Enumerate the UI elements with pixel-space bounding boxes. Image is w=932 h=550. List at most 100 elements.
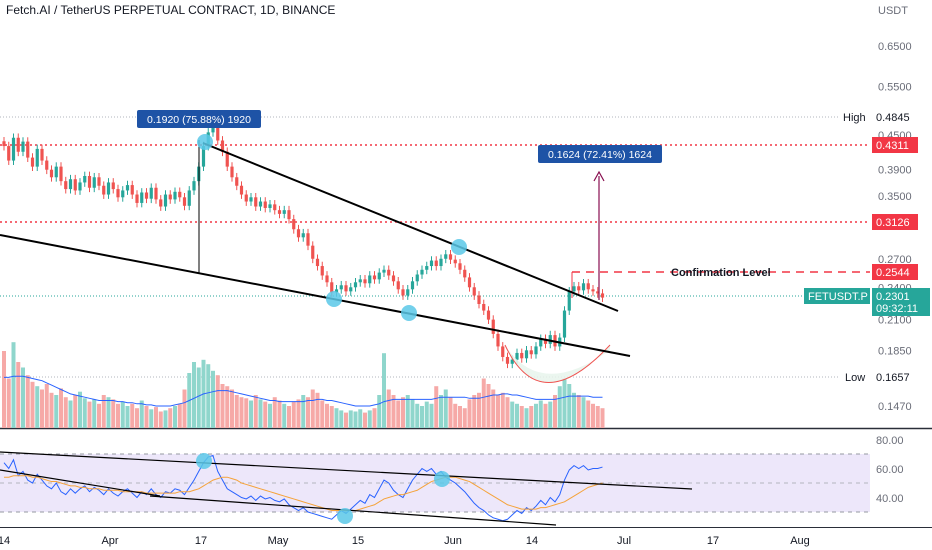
volume-bar [386, 389, 391, 428]
measure-badge-left[interactable] [137, 110, 261, 128]
measure-badge-left-text: 0.1920 (75.88%) 1920 [147, 114, 251, 126]
falling-wedge-upper-line[interactable] [202, 142, 619, 312]
measure-badge-right[interactable] [538, 145, 662, 163]
time-axis[interactable]: 14 Apr 17 May 15 Jun 14 Jul 17 Aug [0, 535, 810, 547]
volume-bar [63, 397, 68, 428]
level-tag-confirmation-text: 0.2544 [876, 267, 910, 279]
candle-body [178, 191, 182, 198]
candle-body [472, 287, 476, 296]
volume-bar [291, 401, 296, 428]
volume-bar [391, 395, 396, 428]
symbol-tag-text: FETUSDT.P [808, 291, 868, 303]
falling-wedge-lower-line[interactable] [0, 234, 631, 357]
candle-body [97, 177, 101, 186]
candle-body [92, 177, 96, 188]
candle-body [301, 233, 305, 238]
candle-body [448, 254, 453, 260]
volume-bar [348, 410, 353, 428]
volume-bar [49, 392, 54, 428]
level-tag-0-3126 [872, 214, 918, 230]
time-tick-label: 14 [0, 535, 10, 547]
volume-bar [543, 403, 548, 428]
candle-body [548, 335, 552, 344]
candle-body [2, 141, 6, 147]
volume-bar [21, 367, 25, 428]
volume-bar [481, 378, 486, 428]
volume-bar [410, 399, 415, 428]
candle-body [201, 146, 206, 167]
candle-body [54, 166, 58, 178]
volume-bar [401, 397, 405, 428]
candle-body [35, 148, 39, 167]
volume-bar [396, 400, 401, 428]
price-tick-label: 0.2700 [878, 254, 912, 266]
time-tick-label: 14 [526, 535, 538, 547]
volume-bar [116, 403, 120, 428]
cup-pattern-curve[interactable] [504, 344, 611, 383]
candle-body [391, 275, 396, 282]
volume-bar [524, 408, 529, 428]
candle-body [586, 283, 590, 290]
rsi-touch-circle [434, 471, 450, 487]
volume-bar [424, 401, 429, 428]
candle-body [130, 185, 134, 195]
candle-body [330, 282, 334, 293]
volume-bar [458, 406, 462, 428]
price-tick-label: 0.3900 [878, 165, 912, 177]
rsi-lower-trendline-left[interactable] [0, 469, 161, 497]
volume-bar [405, 395, 410, 428]
candle-body [277, 210, 282, 214]
candle-body [534, 346, 538, 355]
volume-bar [253, 395, 258, 428]
candle-body [486, 310, 491, 320]
candle-body [7, 146, 11, 161]
candle-body [173, 191, 177, 200]
rsi-touch-circle [337, 508, 353, 524]
rsi-upper-trendline[interactable] [0, 451, 693, 490]
volume-bar [177, 403, 182, 428]
volume-bar [68, 400, 73, 428]
touch-point-circle [197, 134, 213, 150]
volume-bar [135, 408, 139, 428]
candle-body [581, 283, 586, 291]
volume-bar [59, 388, 63, 428]
candle-body [45, 160, 49, 170]
candle-body [163, 194, 168, 207]
candle-body [16, 137, 20, 152]
rsi-moving-average [4, 475, 603, 512]
volume-bar [106, 397, 111, 428]
candle-body [444, 254, 448, 259]
touch-point-circle [451, 239, 467, 255]
volume-bar [439, 395, 443, 428]
chart-title: Fetch.AI / TetherUS PERPETUAL CONTRACT, … [6, 3, 335, 17]
volume-bar [35, 386, 40, 428]
candle-body [415, 274, 419, 282]
volume-bar [448, 397, 453, 428]
volume-bar [234, 395, 239, 428]
candle-body [135, 194, 139, 203]
volume-bar [581, 397, 586, 428]
candle-body [249, 197, 253, 202]
candle-body [349, 287, 353, 292]
candle-body [102, 185, 106, 195]
volume-bar [519, 406, 524, 428]
volume-bar [320, 400, 325, 428]
candle-body [168, 194, 172, 200]
candle-body [315, 258, 320, 267]
volume-bar [182, 389, 187, 428]
volume-bar [2, 351, 6, 428]
last-price-tag [872, 288, 930, 316]
volume-moving-average [4, 375, 603, 407]
candle-body [187, 190, 191, 206]
volume-bar [595, 406, 600, 428]
rsi-lower-trendline[interactable] [149, 495, 557, 526]
candle-body [64, 181, 68, 190]
candle-body [358, 279, 362, 283]
volume-bar [54, 395, 59, 428]
candle-body [244, 194, 248, 202]
candle-body [154, 187, 158, 200]
target-arrow-icon [593, 170, 605, 182]
rsi-axis[interactable]: 80.00 60.00 40.00 [876, 435, 904, 505]
candle-body [543, 338, 548, 344]
